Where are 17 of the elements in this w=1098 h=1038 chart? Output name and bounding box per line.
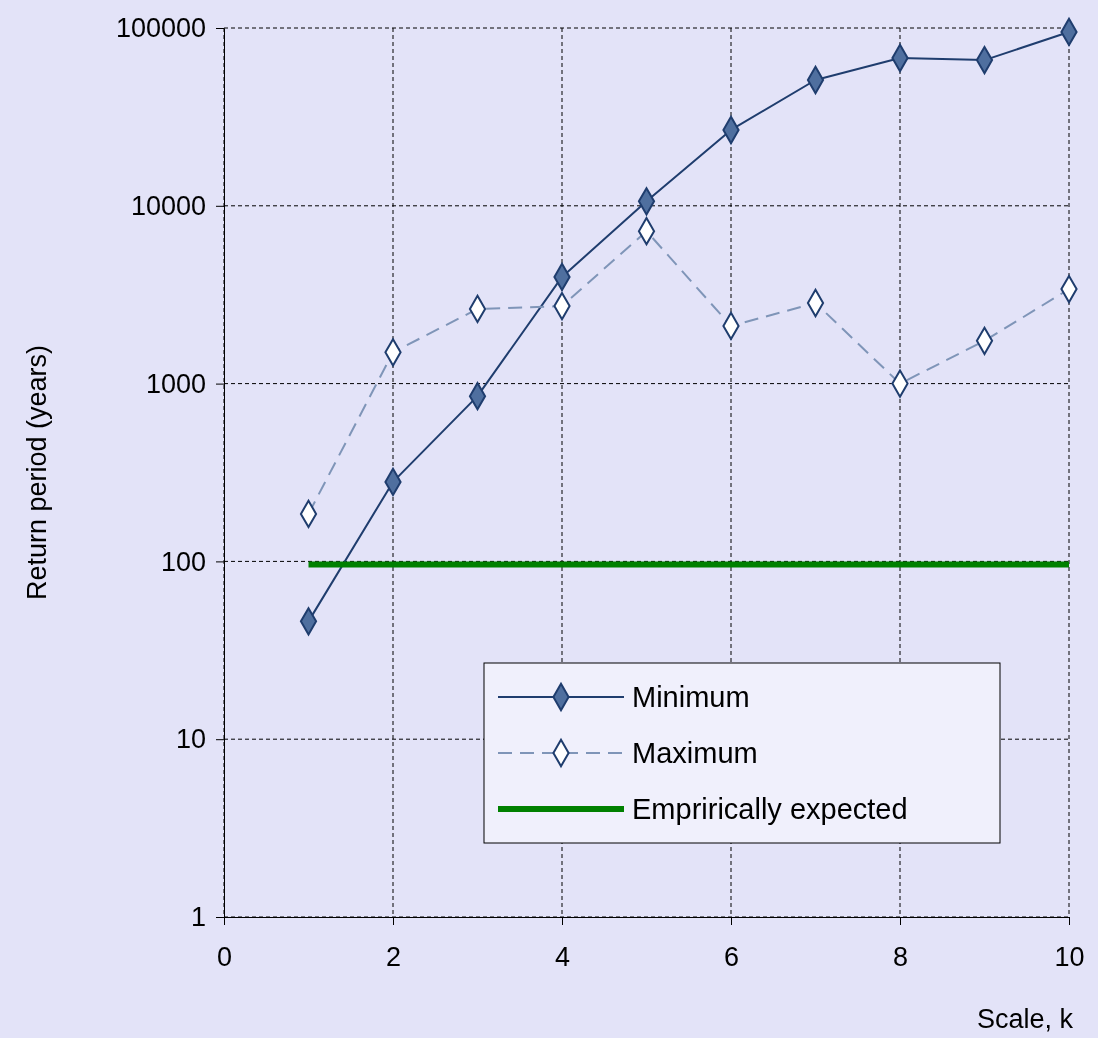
y-tick-label: 1 [190, 902, 206, 933]
x-tick-label: 8 [892, 942, 909, 973]
legend-label: Minimum [632, 681, 750, 713]
legend-label: Maximum [632, 737, 758, 769]
y-axis-title: Return period (years) [22, 344, 52, 601]
y-tick-label: 100 [160, 546, 206, 577]
x-tick-label: 0 [216, 942, 233, 973]
y-tick-label: 1000 [145, 368, 206, 399]
y-tick-label: 100000 [115, 13, 206, 44]
x-tick-label: 4 [554, 942, 571, 973]
x-tick-label: 6 [723, 942, 740, 973]
x-tick-label: 2 [385, 942, 402, 973]
y-tick-label: 10 [175, 724, 206, 755]
x-axis-title: Scale, k [976, 1004, 1074, 1034]
x-tick-label: 10 [1054, 942, 1085, 973]
y-tick-label: 10000 [130, 190, 206, 221]
legend-label: Emprirically expected [632, 793, 908, 825]
